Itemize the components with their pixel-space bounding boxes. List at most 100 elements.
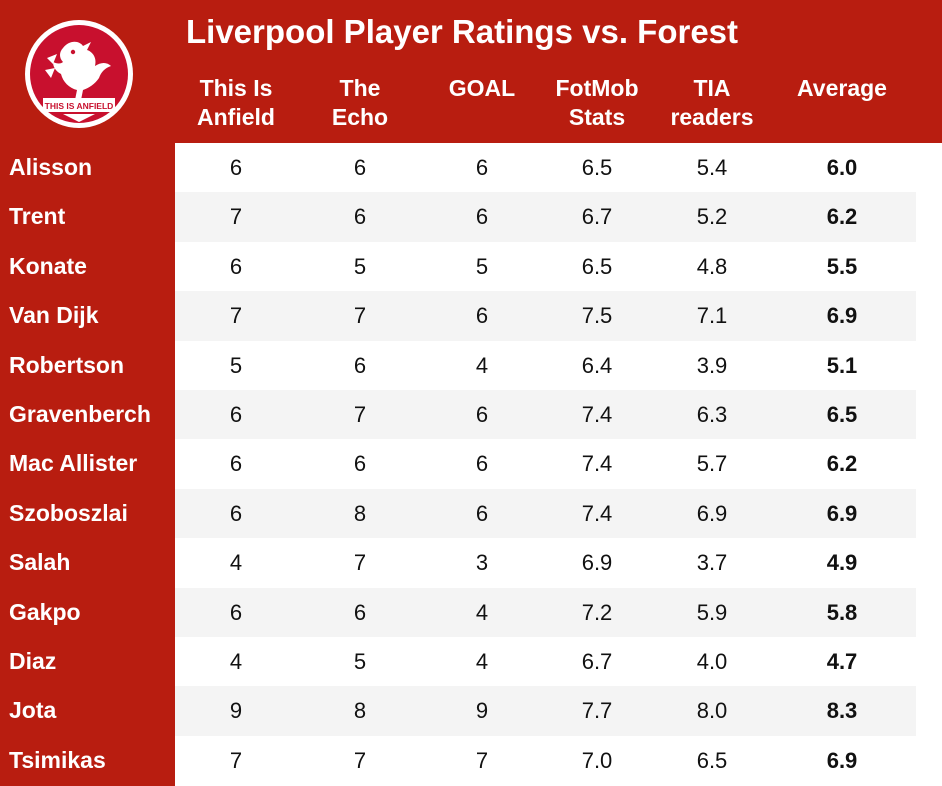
rating-cell: 6.5 bbox=[581, 155, 613, 180]
average-cell: 4.7 bbox=[826, 649, 858, 674]
column-header: The Echo bbox=[331, 75, 389, 130]
rating-cell: 7 bbox=[353, 550, 367, 576]
rating-cell: 7 bbox=[229, 303, 243, 329]
rating-cell: 7.7 bbox=[581, 698, 613, 724]
rating-cell: 9 bbox=[475, 698, 489, 724]
rating-cell: 4 bbox=[475, 352, 489, 378]
rating-cell: 4 bbox=[475, 649, 489, 674]
rating-cell: 6 bbox=[475, 451, 489, 477]
average-cell: 5.1 bbox=[826, 352, 858, 378]
table-row: Szoboszlai 6 8 6 7.4 6.9 6.9 bbox=[0, 488, 942, 539]
rating-cell: 6 bbox=[353, 599, 367, 625]
table-row: Robertson 5 6 4 6.4 3.9 5.1 bbox=[0, 341, 942, 390]
average-cell: 4.9 bbox=[826, 550, 858, 576]
rating-cell: 6.3 bbox=[696, 402, 728, 427]
logo-text: THIS IS ANFIELD bbox=[45, 101, 114, 111]
row-background bbox=[175, 192, 916, 242]
average-cell: 6.2 bbox=[826, 204, 858, 230]
rating-cell: 6.5 bbox=[581, 253, 613, 279]
average-cell: 5.8 bbox=[826, 599, 858, 625]
rating-cell: 5.9 bbox=[696, 599, 728, 625]
column-header: FotMob Stats bbox=[555, 75, 639, 130]
rating-cell: 6 bbox=[229, 451, 243, 477]
table-body-background bbox=[175, 143, 942, 786]
rating-cell: 6.4 bbox=[581, 352, 613, 378]
average-cell: 6.2 bbox=[826, 451, 858, 477]
player-name: Mac Allister bbox=[9, 450, 138, 477]
player-name: Van Dijk bbox=[9, 302, 99, 329]
table-row: Tsimikas 7 7 7 7.0 6.5 6.9 bbox=[0, 736, 942, 785]
table-row: Jota 9 8 9 7.7 8.0 8.3 bbox=[0, 686, 942, 736]
rating-cell: 7.4 bbox=[581, 451, 613, 477]
player-name: Robertson bbox=[9, 351, 124, 378]
rating-cell: 5 bbox=[229, 352, 243, 378]
column-header: Average bbox=[797, 75, 887, 101]
column-header: TIA readers bbox=[670, 75, 754, 130]
chart-title: Liverpool Player Ratings vs. Forest bbox=[186, 13, 739, 50]
rating-cell: 7 bbox=[353, 402, 367, 427]
table-row: Salah 4 7 3 6.9 3.7 4.9 bbox=[0, 538, 942, 587]
rating-cell: 8.0 bbox=[696, 698, 728, 724]
average-cell: 6.9 bbox=[826, 303, 858, 329]
rating-cell: 7.1 bbox=[696, 303, 728, 329]
average-cell: 6.0 bbox=[826, 155, 858, 180]
rating-cell: 9 bbox=[229, 698, 243, 724]
column-header: GOAL bbox=[448, 75, 516, 101]
average-cell: 8.3 bbox=[826, 698, 858, 724]
rating-cell: 6 bbox=[353, 352, 367, 378]
rating-cell: 4.0 bbox=[696, 649, 728, 674]
row-background bbox=[175, 686, 916, 736]
table-row: Mac Allister 6 6 6 7.4 5.7 6.2 bbox=[0, 439, 942, 488]
average-cell: 5.5 bbox=[826, 253, 858, 279]
rating-cell: 6.5 bbox=[696, 747, 728, 773]
table-row: Diaz 4 5 4 6.7 4.0 4.7 bbox=[0, 637, 942, 686]
rating-cell: 6.7 bbox=[581, 649, 613, 674]
rating-cell: 6 bbox=[475, 402, 489, 427]
rating-cell: 7 bbox=[475, 747, 489, 773]
rating-cell: 3 bbox=[475, 550, 489, 576]
rating-cell: 7 bbox=[353, 747, 367, 773]
row-background bbox=[175, 291, 916, 341]
rating-cell: 6.9 bbox=[696, 500, 728, 526]
rating-cell: 4.8 bbox=[696, 253, 728, 279]
rating-cell: 3.7 bbox=[696, 550, 728, 576]
average-cell: 6.9 bbox=[826, 500, 858, 526]
rating-cell: 7 bbox=[353, 303, 367, 329]
rating-cell: 6.9 bbox=[581, 550, 613, 576]
rating-cell: 7.4 bbox=[581, 500, 613, 526]
rating-cell: 6 bbox=[229, 599, 243, 625]
rating-cell: 3.9 bbox=[696, 352, 728, 378]
rating-cell: 5 bbox=[353, 649, 367, 674]
table-row: Alisson 6 6 6 6.5 5.4 6.0 bbox=[0, 143, 942, 192]
rating-cell: 6 bbox=[353, 155, 367, 180]
player-name: Konate bbox=[9, 252, 87, 279]
this-is-anfield-logo: THIS IS ANFIELD bbox=[25, 20, 133, 128]
row-background bbox=[175, 587, 916, 637]
row-background bbox=[175, 390, 916, 440]
rating-cell: 8 bbox=[353, 500, 367, 526]
rating-cell: 6 bbox=[229, 155, 243, 180]
rating-cell: 7.0 bbox=[581, 747, 613, 773]
rating-cell: 5 bbox=[475, 253, 489, 279]
rating-cell: 6 bbox=[353, 204, 367, 230]
rating-cell: 6 bbox=[229, 500, 243, 526]
average-cell: 6.5 bbox=[826, 402, 858, 427]
table-row: Gakpo 6 6 4 7.2 5.9 5.8 bbox=[0, 587, 942, 637]
rating-cell: 8 bbox=[353, 698, 367, 724]
player-name: Salah bbox=[9, 549, 71, 576]
rating-cell: 7.2 bbox=[581, 599, 613, 625]
column-header: This Is Anfield bbox=[197, 75, 275, 130]
player-name: Gakpo bbox=[9, 598, 81, 625]
rating-cell: 6 bbox=[353, 451, 367, 477]
rating-cell: 5.4 bbox=[696, 155, 728, 180]
table-row: Konate 6 5 5 6.5 4.8 5.5 bbox=[0, 242, 942, 291]
rating-cell: 7.5 bbox=[581, 303, 613, 329]
rating-cell: 6 bbox=[475, 155, 489, 180]
player-name: Gravenberch bbox=[9, 401, 151, 427]
rating-cell: 5.7 bbox=[696, 451, 728, 477]
player-name: Diaz bbox=[9, 648, 57, 674]
rating-cell: 4 bbox=[229, 550, 243, 576]
table-row: Gravenberch 6 7 6 7.4 6.3 6.5 bbox=[0, 390, 942, 440]
rating-cell: 4 bbox=[229, 649, 243, 674]
rating-cell: 7 bbox=[229, 204, 243, 230]
